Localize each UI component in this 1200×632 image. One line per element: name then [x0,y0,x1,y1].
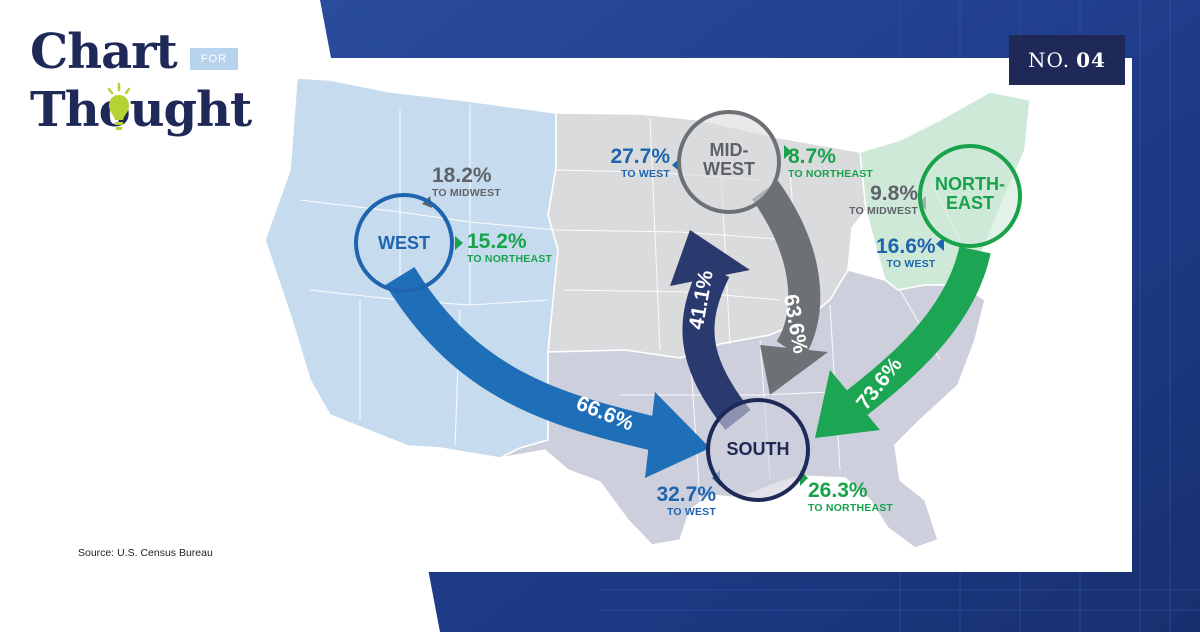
arrow-south-to-midwest [682,262,751,430]
arrow-midwest-to-south-head [760,345,828,395]
flow-value: 16.6% [876,235,936,258]
flow-northeast-to-midwest: 9.8% TO MIDWEST [838,183,918,217]
flow-label: TO MIDWEST [432,187,501,199]
issue-number: 04 [1076,48,1106,72]
arrow-northeast-to-south-head [815,370,880,438]
flow-value: 15.2% [467,230,527,253]
pointer-midwest-northeast [784,145,792,159]
issue-prefix: NO. [1028,48,1071,72]
flow-south-to-west: 32.7% TO WEST [636,484,716,518]
flow-value: 32.7% [656,483,716,506]
flow-label: TO WEST [620,168,670,180]
flow-value: 26.3% [808,479,868,502]
arrow-west-to-south-head [645,392,710,478]
arrow-west-to-south [385,267,684,457]
flow-value: 18.2% [432,164,492,187]
flow-northeast-to-west: 16.6% TO WEST [876,236,936,270]
flow-value: 9.8% [870,182,918,205]
brand-badge-for: FOR [190,48,238,70]
flow-value: 8.7% [788,145,836,168]
flow-label: TO MIDWEST [849,205,918,217]
flow-west-to-midwest: 18.2% TO MIDWEST [432,165,501,199]
region-label-midwest: MID- WEST [703,140,755,179]
flow-value: 27.7% [610,145,670,168]
brand-title-chart: Chart [30,24,178,80]
flow-midwest-to-northeast: 8.7% TO NORTHEAST [788,146,873,180]
arrow-midwest-to-south [751,180,821,359]
flow-label: TO NORTHEAST [467,253,553,265]
flow-label: TO NORTHEAST [788,168,874,180]
arrow-south-to-midwest-head [670,230,750,286]
pointer-northeast-west [936,237,944,251]
flow-label: TO WEST [666,506,716,518]
arrow-northeast-to-south [835,246,991,425]
region-circle-south [706,398,810,502]
flow-midwest-to-west: 27.7% TO WEST [590,146,670,180]
issue-number-badge: NO. 04 [1009,35,1125,85]
flow-south-to-northeast: 26.3% TO NORTHEAST [808,480,893,514]
flow-west-to-northeast: 15.2% TO NORTHEAST [467,231,552,265]
region-label-northeast: NORTH- EAST [935,174,1005,213]
region-circle-northeast [918,144,1022,248]
lightbulb-icon [107,82,131,130]
region-label-south: SOUTH [726,439,790,459]
region-label-west: WEST [378,233,430,253]
flow-label: TO WEST [886,258,936,270]
region-circle-west [354,193,454,293]
pointer-west-northeast [455,236,463,250]
brand-title-thought: Thought [30,82,252,138]
region-circle-midwest [677,110,781,214]
flow-label: TO NORTHEAST [808,502,894,514]
source-note: Source: U.S. Census Bureau [78,547,213,559]
